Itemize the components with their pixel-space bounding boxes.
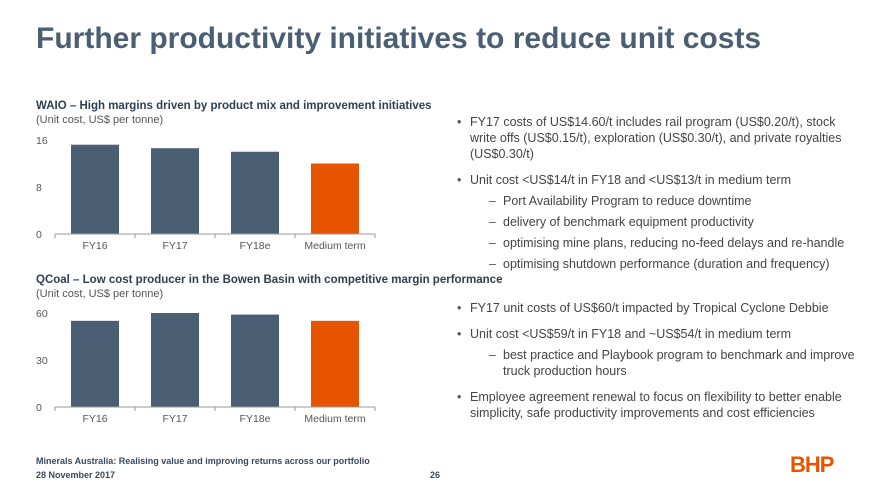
waio-sub-4: optimising shutdown performance (duratio… bbox=[470, 256, 855, 272]
qcoal-bar-fy18e bbox=[231, 314, 279, 407]
bhp-logo: BHP bbox=[790, 452, 834, 477]
qcoal-xtick-label: FY17 bbox=[162, 413, 187, 425]
qcoal-sub-1: best practice and Playbook program to be… bbox=[470, 347, 855, 379]
qcoal-bar-fy16 bbox=[71, 320, 119, 407]
waio-ytick-label: 0 bbox=[36, 229, 42, 241]
qcoal-bullet-2: Unit cost <US$59/t in FY18 and ~US$54/t … bbox=[455, 326, 855, 379]
qcoal-bullet-3: Employee agreement renewal to focus on f… bbox=[455, 389, 855, 421]
waio-bar-fy17 bbox=[151, 148, 199, 234]
qcoal-ytick-label: 60 bbox=[36, 308, 48, 320]
waio-bullet-list: FY17 costs of US$14.60/t includes rail p… bbox=[455, 114, 855, 282]
waio-bullet-2: Unit cost <US$14/t in FY18 and <US$13/t … bbox=[455, 172, 855, 272]
page-title: Further productivity initiatives to redu… bbox=[36, 22, 762, 55]
waio-ytick-label: 16 bbox=[36, 135, 48, 147]
qcoal-bar-chart: 0 30 60 FY16 FY17 FY18e Medium term bbox=[36, 308, 376, 425]
page-number: 26 bbox=[430, 470, 441, 480]
qcoal-bar-fy17 bbox=[151, 313, 199, 407]
waio-sub-2: delivery of benchmark equipment producti… bbox=[470, 214, 855, 230]
qcoal-bullet-1: FY17 unit costs of US$60/t impacted by T… bbox=[455, 300, 855, 316]
waio-xtick-label: FY16 bbox=[82, 240, 107, 252]
qcoal-bullet-2-text: Unit cost <US$59/t in FY18 and ~US$54/t … bbox=[470, 327, 791, 341]
waio-bar-fy18e bbox=[231, 151, 279, 234]
waio-xtick-label: FY18e bbox=[240, 240, 271, 252]
waio-sub-1: Port Availability Program to reduce down… bbox=[470, 193, 855, 209]
qcoal-chart-title: QCoal – Low cost producer in the Bowen B… bbox=[36, 274, 503, 286]
waio-chart-title: WAIO – High margins driven by product mi… bbox=[36, 100, 432, 112]
qcoal-xtick-label: Medium term bbox=[304, 413, 366, 425]
qcoal-ytick-label: 30 bbox=[36, 355, 48, 367]
qcoal-bar-medium-term bbox=[311, 320, 359, 407]
waio-bar-chart: 0 8 16 FY16 FY17 FY18e Medium term bbox=[36, 135, 376, 252]
qcoal-bullet-list: FY17 unit costs of US$60/t impacted by T… bbox=[455, 300, 855, 431]
qcoal-ytick-label: 0 bbox=[36, 402, 42, 414]
footer-date: 28 November 2017 bbox=[36, 470, 116, 480]
qcoal-chart-subtitle: (Unit cost, US$ per tonne) bbox=[36, 288, 164, 300]
waio-xtick-label: Medium term bbox=[304, 240, 366, 252]
waio-sub-3: optimising mine plans, reducing no-feed … bbox=[470, 235, 855, 251]
qcoal-xtick-label: FY16 bbox=[82, 413, 107, 425]
waio-bar-fy16 bbox=[71, 144, 119, 234]
waio-bar-medium-term bbox=[311, 163, 359, 234]
waio-ytick-label: 8 bbox=[36, 182, 42, 194]
waio-chart-subtitle: (Unit cost, US$ per tonne) bbox=[36, 114, 164, 126]
waio-xtick-label: FY17 bbox=[162, 240, 187, 252]
waio-bullet-2-text: Unit cost <US$14/t in FY18 and <US$13/t … bbox=[470, 173, 791, 187]
footer-title: Minerals Australia: Realising value and … bbox=[36, 456, 370, 466]
waio-bullet-1: FY17 costs of US$14.60/t includes rail p… bbox=[455, 114, 855, 162]
qcoal-xtick-label: FY18e bbox=[240, 413, 271, 425]
